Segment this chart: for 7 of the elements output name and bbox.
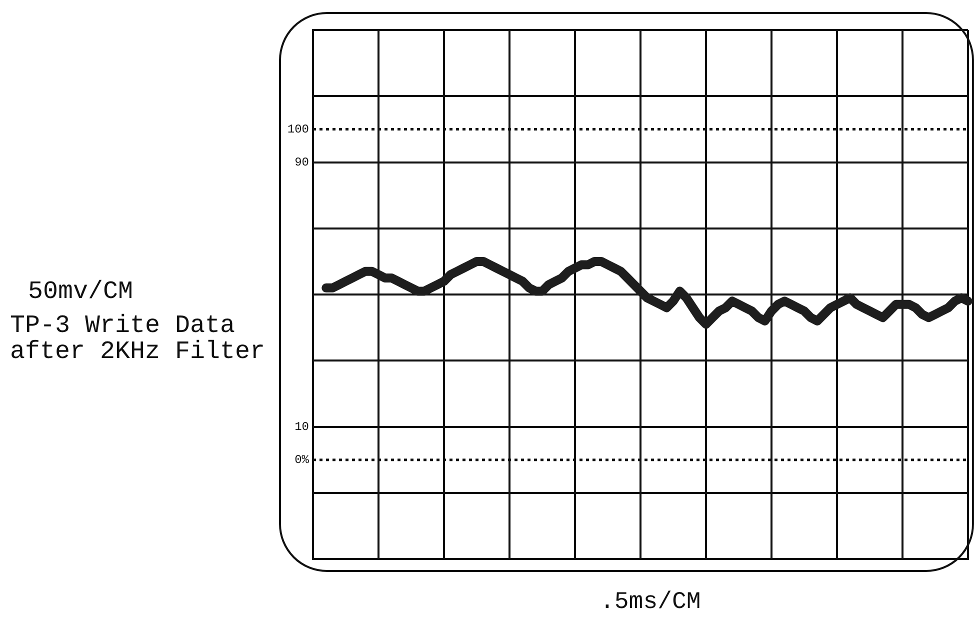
ref-line-label: 0% <box>294 452 310 467</box>
x-axis-title: .5ms/CM <box>600 589 701 616</box>
text: 50mv/CM <box>28 277 134 306</box>
text: TP-3 Write Data after 2KHz Filter <box>10 311 266 366</box>
y-tick-label: 90 <box>294 155 309 170</box>
ref-line-label: 100 <box>287 122 309 136</box>
y-tick-label: 10 <box>294 420 309 434</box>
